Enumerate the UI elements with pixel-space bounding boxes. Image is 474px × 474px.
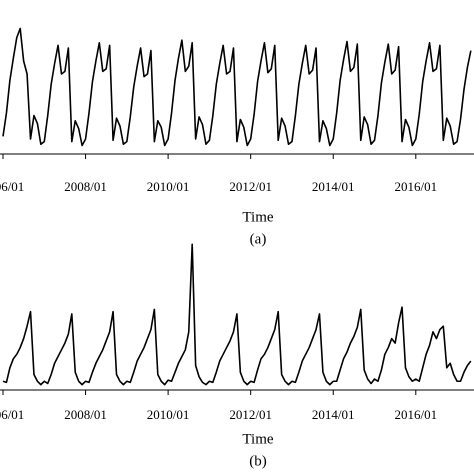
x-tick-label: 2006/01 bbox=[0, 407, 24, 422]
x-tick-label: 2014/01 bbox=[312, 407, 355, 422]
x-tick-label: 2010/01 bbox=[147, 179, 190, 194]
x-tick-label: 2012/01 bbox=[229, 407, 272, 422]
caption: (a) bbox=[250, 231, 267, 247]
data-line bbox=[2, 27, 472, 147]
data-line bbox=[2, 243, 472, 386]
x-tick-label: 2016/01 bbox=[394, 179, 437, 194]
x-axis-label: Time bbox=[242, 209, 273, 225]
x-tick-label: 2012/01 bbox=[229, 179, 272, 194]
x-tick-label: 2010/01 bbox=[147, 407, 190, 422]
caption: (b) bbox=[249, 453, 267, 469]
x-tick-label: 2014/01 bbox=[312, 179, 355, 194]
x-tick-label: 2016/01 bbox=[394, 407, 437, 422]
x-tick-label: 2008/01 bbox=[64, 407, 107, 422]
x-tick-label: 2006/01 bbox=[0, 179, 24, 194]
x-axis-label: Time bbox=[242, 431, 273, 447]
x-tick-label: 2008/01 bbox=[64, 179, 107, 194]
